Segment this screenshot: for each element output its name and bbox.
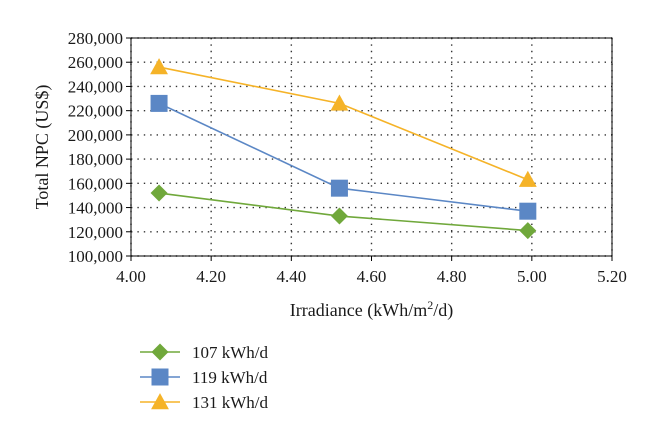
- data-point-triangle: [150, 58, 168, 74]
- y-axis: 100,000 120,000 140,000 160,000 180,000 200,0…: [68, 29, 131, 266]
- legend-triangle-marker: [151, 393, 169, 409]
- y-tick-label: 180,000: [68, 150, 123, 169]
- series-line: [159, 67, 528, 180]
- y-axis-title: Total NPC (US$): [32, 85, 53, 210]
- legend-item: 107 kWh/d: [140, 343, 269, 362]
- data-point-square: [151, 95, 168, 112]
- data-point-diamond: [331, 208, 348, 225]
- legend-square-marker: [152, 369, 169, 386]
- legend-diamond-marker: [152, 344, 169, 361]
- x-tick-label: 4.00: [116, 267, 146, 286]
- legend-item: 119 kWh/d: [140, 368, 268, 387]
- data-point-diamond: [151, 185, 168, 202]
- y-tick-label: 140,000: [68, 199, 123, 218]
- y-tick-label: 200,000: [68, 126, 123, 145]
- x-tick-label: 4.60: [357, 267, 387, 286]
- line-chart: 100,000 120,000 140,000 160,000 180,000 200,0…: [0, 0, 660, 443]
- y-tick-label: 220,000: [68, 102, 123, 121]
- x-tick-label: 5.00: [517, 267, 547, 286]
- x-tick-label: 4.40: [276, 267, 306, 286]
- y-tick-label: 280,000: [68, 29, 123, 48]
- y-tick-label: 120,000: [68, 223, 123, 242]
- series-group: [150, 58, 537, 239]
- series-131-kWhd: [150, 58, 537, 187]
- x-tick-label: 4.80: [437, 267, 467, 286]
- legend-label: 119 kWh/d: [192, 368, 268, 387]
- y-tick-label: 160,000: [68, 174, 123, 193]
- data-point-diamond: [519, 222, 536, 239]
- x-tick-label: 5.20: [597, 267, 627, 286]
- data-point-square: [519, 203, 536, 220]
- y-tick-label: 260,000: [68, 53, 123, 72]
- y-tick-label: 240,000: [68, 77, 123, 96]
- y-tick-label: 100,000: [68, 247, 123, 266]
- x-axis-title: Irradiance (kWh/m2/d): [290, 298, 453, 321]
- legend-label: 131 kWh/d: [192, 393, 269, 412]
- x-axis: 4.00 4.20 4.40 4.60 4.80 5.00 5.20: [116, 256, 627, 286]
- grid-lines: [131, 38, 612, 256]
- legend-item: 131 kWh/d: [140, 393, 269, 412]
- x-tick-label: 4.20: [196, 267, 226, 286]
- data-point-square: [331, 180, 348, 197]
- series-119-kWhd: [151, 95, 537, 220]
- data-point-triangle: [519, 171, 537, 187]
- legend: 107 kWh/d 119 kWh/d 131 kWh/d: [140, 343, 269, 412]
- legend-label: 107 kWh/d: [192, 343, 269, 362]
